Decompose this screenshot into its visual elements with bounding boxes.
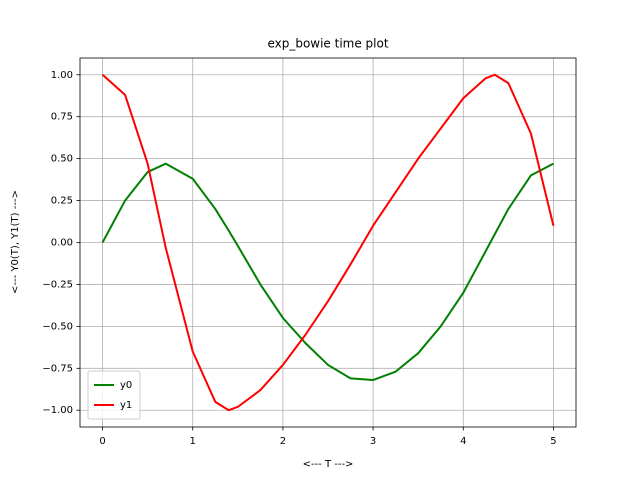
chart-title: exp_bowie time plot — [267, 37, 388, 51]
y-tick-label: −0.25 — [42, 279, 73, 290]
y-tick-label: −0.75 — [42, 363, 73, 374]
x-tick-label: 1 — [190, 436, 196, 447]
x-tick-label: 3 — [370, 436, 376, 447]
y-tick-label: −0.50 — [42, 321, 73, 332]
legend-label: y0 — [120, 380, 132, 391]
y-tick-label: 0.25 — [51, 196, 73, 207]
y-axis-label: <--- Y0(T), Y1(T) ---> — [10, 190, 21, 294]
y-tick-label: 0.50 — [51, 154, 73, 165]
y-tick-label: 1.00 — [51, 70, 73, 81]
legend-box — [87, 370, 141, 420]
x-tick-label: 5 — [550, 436, 556, 447]
series-line — [101, 162, 554, 382]
y-tick-label: −1.00 — [42, 405, 73, 416]
x-axis-label: <--- T ---> — [303, 459, 354, 470]
x-tick-label: 4 — [460, 436, 466, 447]
series-line — [101, 73, 555, 412]
legend-label: y1 — [120, 400, 132, 411]
y-tick-label: 0.00 — [51, 238, 73, 249]
y-tick-label: 0.75 — [51, 112, 73, 123]
legend: y0 y1 — [87, 370, 141, 420]
x-tick-label: 0 — [99, 436, 105, 447]
x-tick-label: 2 — [280, 436, 286, 447]
axes-frame — [79, 57, 577, 428]
